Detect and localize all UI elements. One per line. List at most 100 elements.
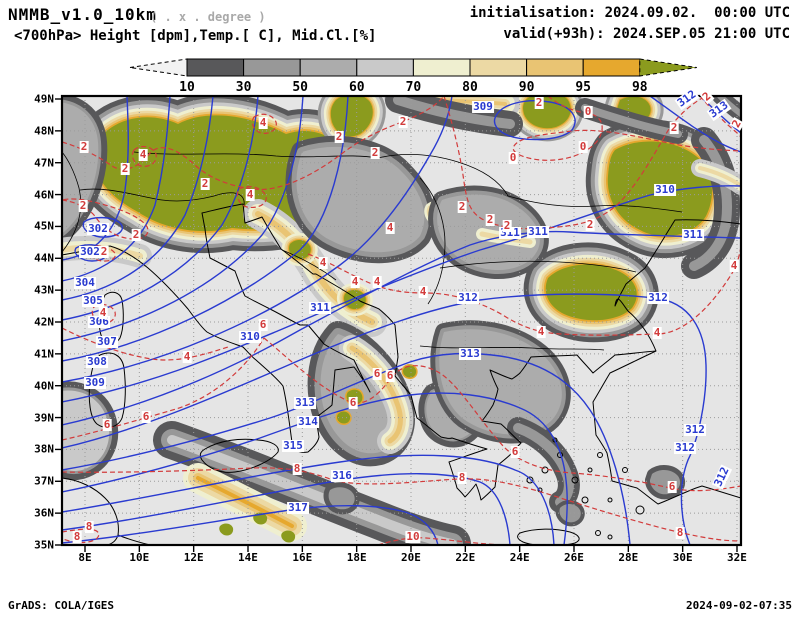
cloud-blob [349,345,403,444]
colorbar-tick-label: 98 [632,80,648,95]
height-contour-label: 311 [682,228,704,241]
colorbar-segment [356,58,414,77]
temp-contour-label: 8 [292,462,302,475]
colorbar-tick-label: 50 [292,80,308,95]
colorbar-segment [582,58,641,77]
temp-contour-label: 4 [258,116,268,129]
lat-tick-label: 38N [34,442,54,456]
lat-tick-label: 43N [34,283,54,297]
lat-tick-label: 48N [34,124,54,138]
height-contour-label: 309 [472,100,494,113]
lat-tick-label: 46N [34,188,54,202]
lat-tick-label: 40N [34,379,54,393]
temp-contour-label: 0 [583,105,593,118]
temp-contour-label: 2 [502,219,512,232]
cloud-blob [219,523,234,536]
colorbar-tick-label: 30 [236,80,252,95]
lat-tick-label: 49N [34,92,54,106]
colorbar: 10 30 50 60 70 80 90 95 98 [129,58,697,95]
temp-contour-label: 2 [669,121,679,134]
temp-contour-label: 4 [385,221,395,234]
valid-time: valid(+93h): 2024.SEP.05 21:00 UTC [503,26,790,42]
colorbar-segment [412,58,471,77]
temp-contour-label: 4 [350,275,360,288]
temp-contour-label: 2 [78,199,88,212]
temp-contour-label: 6 [667,480,677,493]
colorbar-segment [299,58,358,77]
colorbar-segment [469,58,528,77]
height-contour-label: 313 [459,347,481,360]
height-contour-label: 316 [331,469,353,482]
lat-tick-label: 47N [34,156,54,170]
cloud-blob [337,411,351,424]
temp-contour-label: 2 [585,218,595,231]
lon-tick-label: 26E [564,551,584,564]
lat-tick-label: 35N [34,538,54,552]
height-contour-label: 310 [654,183,676,196]
colorbar-below-arrow [129,58,188,77]
lon-tick-label: 16E [292,551,313,564]
temp-contour-label: 0 [578,140,588,153]
height-contour-label: 307 [96,335,118,348]
temp-contour-label: 2 [120,162,130,175]
cloud-blob [545,264,637,321]
lat-tick-label: 45N [34,219,54,233]
lon-tick-label: 32E [727,551,747,564]
colorbar-tick-label: 80 [462,80,478,95]
height-contour-label: 308 [86,355,108,368]
height-contour-label: 311 [309,301,331,314]
height-contour-label: 302 [87,222,109,235]
lon-tick-label: 10E [129,551,150,564]
lon-tick-label: 30E [672,551,693,564]
temp-contour-label: 8 [675,526,685,539]
height-contour-label: 305 [82,294,104,307]
lon-tick-label: 18E [346,551,367,564]
height-contour-label: 311 [527,225,549,238]
temp-contour-label: 2 [334,130,344,143]
grads-credit: GrADS: COLA/IGES [8,599,114,612]
country-borders [62,151,683,351]
lon-tick-label: 14E [238,551,258,564]
lat-tick-label: 37N [34,474,54,488]
temp-contour-label: 4 [318,256,328,269]
height-contour-label: 304 [74,276,96,289]
temp-contour-label: 8 [84,520,94,533]
temp-contour-label: 4 [182,350,192,363]
temp-contour-label: 4 [98,306,108,319]
temp-contour-label: 2 [457,200,467,213]
cloud-blob [328,487,355,510]
map-frame [60,94,743,547]
temp-contour-label: 6 [372,367,382,380]
temp-contour-label: 6 [102,418,112,431]
temp-contour-label: 8 [457,471,467,484]
height-contour-label: 312 [457,291,479,304]
colorbar-segment [526,58,584,77]
temp-contour-label: 4 [372,275,382,288]
cloud-blob [717,96,741,117]
lat-tick-label: 44N [34,251,54,265]
cloud-blob [698,166,741,188]
lat-tick-label: 41N [34,347,54,361]
colorbar-tick-label: 10 [179,80,195,95]
temp-contour-label: 2 [99,245,109,258]
temp-contour-label: 2 [534,96,544,109]
colorbar-tick-label: 70 [406,80,422,95]
temp-contour-label: 4 [138,148,148,161]
temp-contour-label: 2 [370,146,380,159]
lon-tick-label: 20E [401,551,421,564]
temp-contour-label: 2 [79,140,89,153]
height-contour-label: 313 [294,396,316,409]
colorbar-tick-label: 90 [519,80,535,95]
lon-tick-label: 8E [78,551,92,564]
temp-contour-label: 6 [385,369,395,382]
colorbar-tick-label: 60 [349,80,365,95]
temp-contour-label: 2 [398,115,408,128]
temp-contour-label: 6 [348,396,358,409]
temp-contour-label: 6 [258,318,268,331]
lat-tick-label: 36N [34,506,54,520]
temp-contour-label: 2 [131,228,141,241]
cloud-blob [393,96,515,129]
height-contour-label: 312 [674,441,696,454]
temp-contour-label: 2 [200,177,210,190]
